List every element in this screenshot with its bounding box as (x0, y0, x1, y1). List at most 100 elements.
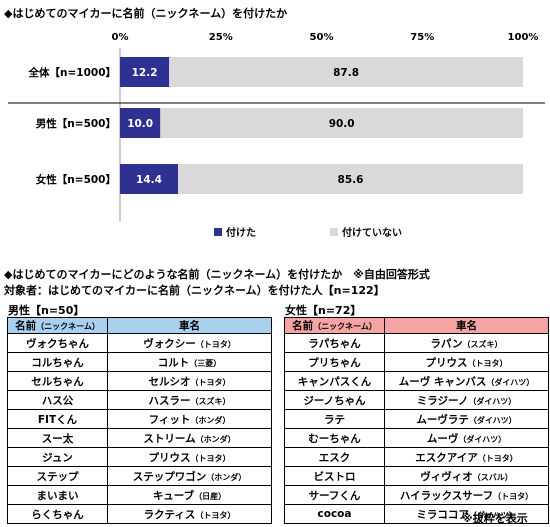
car-name-cell: ラパン（スズキ） (384, 333, 549, 353)
nickname-cell: コルちゃん (7, 352, 108, 372)
car-maker: （ホンダ） (195, 434, 236, 444)
legend-item-named: 付けた (214, 224, 256, 239)
car-model: ヴォクシー (143, 337, 196, 350)
table-row: ジュン プリウス（トヨタ） (7, 447, 272, 467)
car-maker: （トヨタ） (190, 453, 231, 463)
nickname-cell: むーちゃん (284, 428, 385, 448)
stacked-bar-chart: 0% 25% 50% 75% 100% 全体【n=1000】 12.2 87.8 男性【n=50… (8, 32, 545, 222)
legend-label-not-named: 付けていない (342, 228, 402, 239)
table-row: らくちゃん ラクティス（トヨタ） (7, 504, 272, 524)
data-label: 90.0 (329, 118, 355, 130)
car-name-cell: ストリーム（ホンダ） (107, 428, 272, 448)
bar-named (120, 164, 179, 194)
list-title: ◆はじめてのマイカーにどのような名前（ニックネーム）を付けたか ※自由回答形式 (4, 268, 430, 281)
table-row: ラテ ムーヴラテ（ダイハツ） (284, 409, 549, 429)
car-name-cell: フィット（ホンダ） (107, 409, 272, 429)
car-name-cell: プリウス（トヨタ） (107, 447, 272, 467)
car-maker: （ダイハツ） (468, 510, 517, 520)
car-model: ミラジーノ (416, 394, 469, 407)
table-row: FITくん フィット（ホンダ） (7, 409, 272, 429)
female-section-label: 女性【n=72】 (285, 304, 362, 317)
nickname-cell: エスク (284, 447, 385, 467)
car-model: ヴィヴィオ (420, 470, 473, 483)
female-header-name: 名前（ニックネーム） (284, 317, 385, 334)
nickname-cell: サーフくん (284, 485, 385, 505)
car-maker: （トヨタ） (477, 453, 518, 463)
data-label: 85.6 (338, 174, 364, 186)
table-row: スー太 ストリーム（ホンダ） (7, 428, 272, 448)
nickname-cell: cocoa (284, 504, 385, 524)
chart-title: ◆はじめてのマイカーに名前（ニックネーム）を付けたか (4, 7, 288, 20)
car-maker: （日産） (194, 491, 227, 501)
table-row: ラパちゃん ラパン（スズキ） (284, 333, 549, 353)
table-row: セルちゃん セルシオ（トヨタ） (7, 371, 272, 391)
car-maker: （ダイハツ） (458, 434, 507, 444)
car-maker: （トヨタ） (493, 491, 534, 501)
nickname-cell: ラパちゃん (284, 333, 385, 353)
male-nickname-table: 名前（ニックネーム） 車名 ヴォクちゃん ヴォクシー（トヨタ） コルちゃん コルト（三… (7, 317, 272, 524)
car-model: ラパン (430, 337, 463, 350)
male-header-car: 車名 (107, 317, 272, 334)
nickname-cell: キャンパスくん (284, 371, 385, 391)
car-model: ムーヴ キャンバス (398, 375, 487, 388)
car-name-cell: プリウス（トヨタ） (384, 352, 549, 372)
car-name-cell: ミラココア（ダイハツ） (384, 504, 549, 524)
table-row: ハス公 ハスラー（スズキ） (7, 390, 272, 410)
car-model: キューブ (152, 489, 195, 502)
data-label: 12.2 (132, 67, 158, 79)
x-tick-label: 75% (410, 32, 434, 43)
car-name-cell: ヴォクシー（トヨタ） (107, 333, 272, 353)
car-name-cell: ムーヴ キャンバス（ダイハツ） (384, 371, 549, 391)
list-subtitle: 対象者：はじめてのマイカーに名前（ニックネーム）を付けた人【n=122】 (4, 284, 385, 297)
legend-label-named: 付けた (226, 228, 256, 239)
nickname-cell: らくちゃん (7, 504, 108, 524)
car-name-cell: コルト（三菱） (107, 352, 272, 372)
bar-not-named (178, 164, 524, 194)
car-model: ミラココア (416, 508, 469, 521)
x-tick-label: 25% (209, 32, 233, 43)
nickname-cell: ジュン (7, 447, 108, 467)
nickname-cell: まいまい (7, 485, 108, 505)
male-header-name: 名前（ニックネーム） (7, 317, 108, 334)
car-maker: （スバル） (472, 472, 513, 482)
car-maker: （スズキ） (190, 396, 231, 406)
bar-not-named (169, 57, 523, 87)
nickname-cell: ビストロ (284, 466, 385, 486)
car-model: コルト (157, 356, 190, 369)
car-maker: （ホンダ） (190, 415, 231, 425)
nickname-cell: ヴォクちゃん (7, 333, 108, 353)
legend-item-not-named: 付けていない (330, 224, 402, 239)
table-row: むーちゃん ムーヴ（ダイハツ） (284, 428, 549, 448)
female-nickname-table: 名前（ニックネーム） 車名 ラパちゃん ラパン（スズキ） プリちゃん プリウス（トヨタ… (284, 317, 549, 524)
table-row: ジーノちゃん ミラジーノ（ダイハツ） (284, 390, 549, 410)
nickname-cell: FITくん (7, 409, 108, 429)
female-header-car: 車名 (384, 317, 549, 334)
nickname-cell: プリちゃん (284, 352, 385, 372)
car-name-cell: ムーヴ（ダイハツ） (384, 428, 549, 448)
car-maker: （トヨタ） (190, 377, 231, 387)
table-row: エスク エスクアイア（トヨタ） (284, 447, 549, 467)
legend-swatch-named (214, 227, 222, 236)
nickname-cell: ステップ (7, 466, 108, 486)
car-model: ラクティス (143, 508, 196, 521)
car-maker: （ホンダ） (206, 472, 247, 482)
car-maker: （トヨタ） (195, 510, 236, 520)
table-row: ビストロ ヴィヴィオ（スバル） (284, 466, 549, 486)
car-maker: （ダイハツ） (468, 415, 517, 425)
car-model: プリウス (148, 451, 191, 464)
car-maker: （スズキ） (462, 339, 503, 349)
bar-named (120, 57, 170, 87)
x-tick-label: 100% (508, 32, 539, 43)
car-name-cell: キューブ（日産） (107, 485, 272, 505)
bar-not-named (160, 108, 524, 138)
nickname-cell: スー太 (7, 428, 108, 448)
car-model: ハスラー (148, 394, 191, 407)
car-model: ムーヴ (426, 432, 459, 445)
nickname-cell: ハス公 (7, 390, 108, 410)
table-row: ステップ ステップワゴン（ホンダ） (7, 466, 272, 486)
male-section-label: 男性【n=50】 (8, 304, 85, 317)
nickname-cell: ラテ (284, 409, 385, 429)
car-name-cell: エスクアイア（トヨタ） (384, 447, 549, 467)
car-name-cell: ミラジーノ（ダイハツ） (384, 390, 549, 410)
car-model: ステップワゴン (132, 470, 207, 483)
